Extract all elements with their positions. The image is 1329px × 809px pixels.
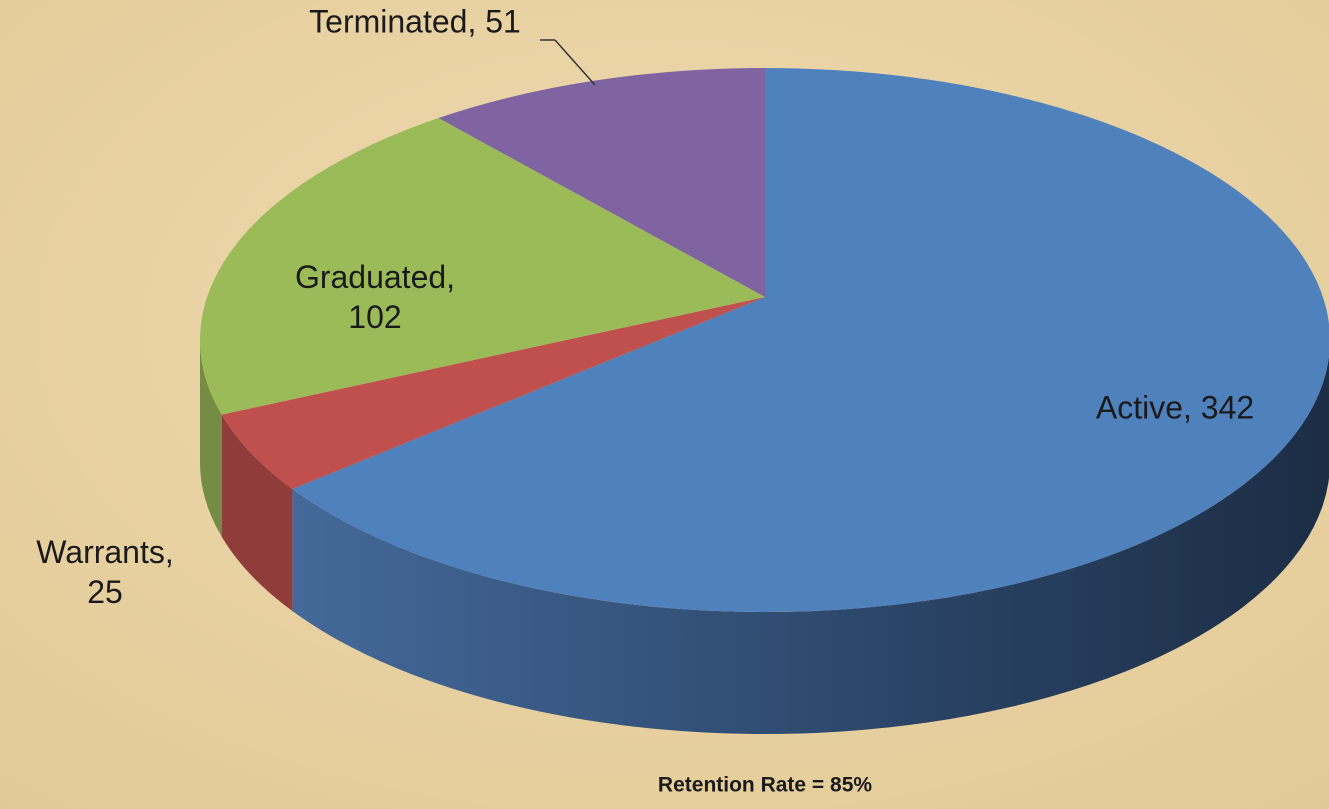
pie-sides: [200, 340, 1329, 734]
slice-side: [292, 355, 1329, 734]
slice-side: [221, 414, 293, 612]
data-label: Graduated, 102: [295, 259, 455, 335]
slice-side: [200, 340, 222, 537]
slice: [292, 68, 1329, 612]
slice: [221, 297, 766, 490]
data-label: Active, 342: [1096, 389, 1254, 425]
data-label: Warrants, 25: [36, 534, 174, 610]
slice: [199, 118, 766, 415]
data-label: Terminated, 51: [309, 3, 521, 39]
annotation: Retention Rate = 85%: [658, 774, 872, 797]
slice: [438, 68, 765, 297]
leader-line: [554, 39, 596, 86]
data-labels: Active, 342 Warrants, 25 Graduated, 102 Termi…: [36, 3, 1254, 610]
pie-tops: [199, 68, 1329, 612]
